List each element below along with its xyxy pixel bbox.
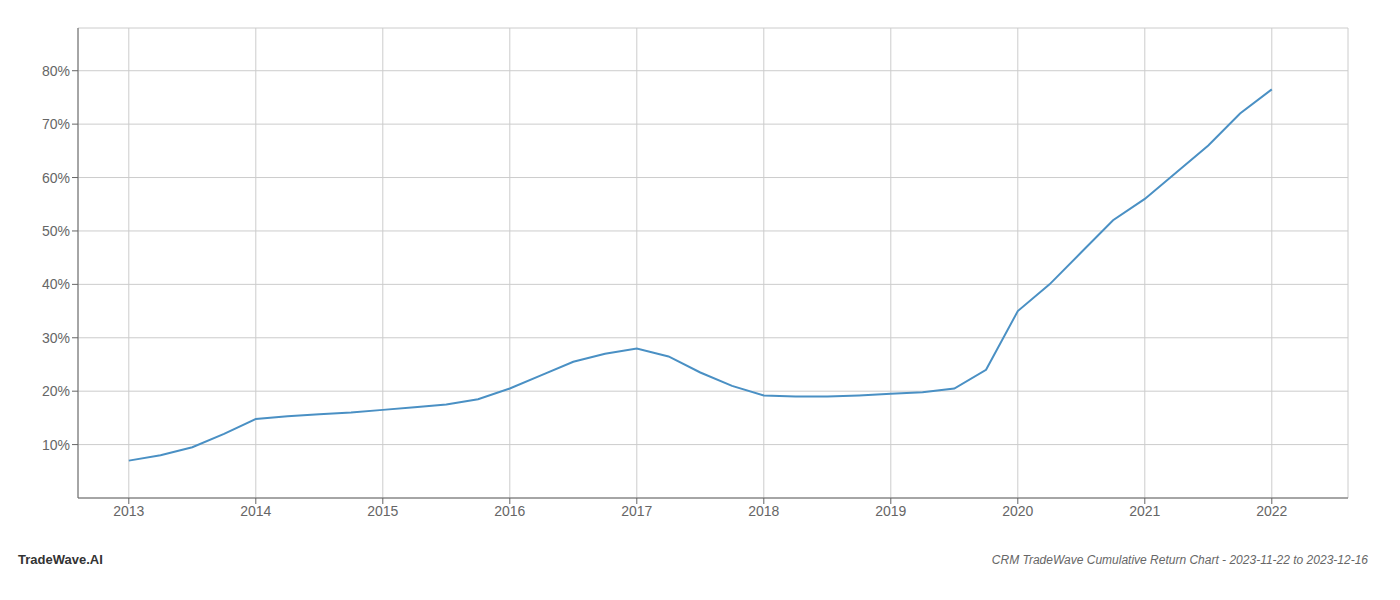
svg-text:2019: 2019 [875,503,906,519]
svg-text:2015: 2015 [367,503,398,519]
svg-text:2017: 2017 [621,503,652,519]
svg-text:50%: 50% [42,223,70,239]
svg-text:80%: 80% [42,63,70,79]
svg-text:2013: 2013 [113,503,144,519]
svg-text:20%: 20% [42,383,70,399]
svg-text:2022: 2022 [1256,503,1287,519]
svg-text:40%: 40% [42,276,70,292]
html-text:CRM TradeWave Cumulative Retur: CRM TradeWave Cumulative Return Chart - … [991,553,1368,567]
svg-text:60%: 60% [42,170,70,186]
svg-text:70%: 70% [42,116,70,132]
svg-text:10%: 10% [42,437,70,453]
svg-text:30%: 30% [42,330,70,346]
svg-text:2016: 2016 [494,503,525,519]
svg-text:2014: 2014 [240,503,271,519]
svg-text:2020: 2020 [1002,503,1033,519]
svg-text:2021: 2021 [1129,503,1160,519]
svg-text:2018: 2018 [748,503,779,519]
html-text:TradeWave.AI: TradeWave.AI [18,552,103,567]
